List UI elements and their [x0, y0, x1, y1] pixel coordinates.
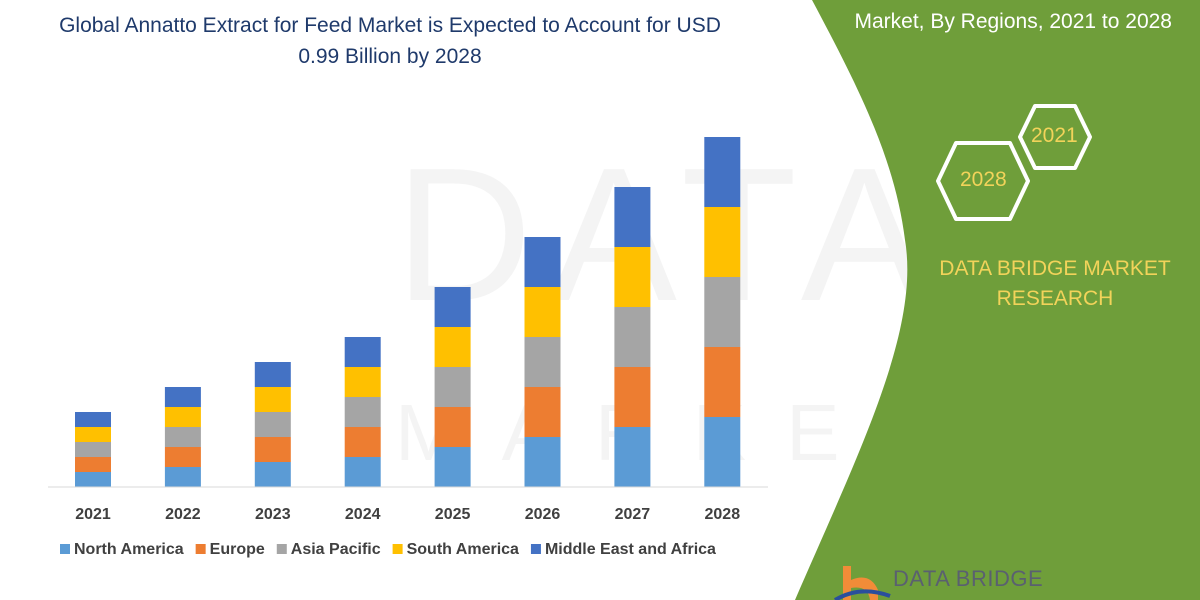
bar-segment-2023-south-america	[254, 387, 291, 412]
legend-swatch	[392, 544, 403, 554]
bar-segment-2022-middle-east-and-africa	[164, 387, 201, 407]
bar-segment-2028-middle-east-and-africa	[704, 137, 741, 207]
bar-segment-2028-asia-pacific	[704, 277, 741, 347]
bar-segment-2023-north-america	[254, 462, 291, 487]
x-tick-label: 2028	[705, 506, 741, 523]
legend-label: South America	[407, 541, 519, 558]
bar-segment-2028-europe	[704, 347, 741, 417]
x-tick-label: 2022	[165, 506, 201, 523]
bar-segment-2021-asia-pacific	[75, 442, 111, 457]
legend-swatch	[276, 544, 287, 554]
bar-segment-2025-north-america	[434, 447, 471, 487]
bar-segment-2021-south-america	[75, 427, 111, 442]
green-panel	[795, 0, 1200, 600]
x-tick-label: 2024	[345, 506, 381, 523]
x-tick-label: 2025	[435, 506, 471, 523]
bar-segment-2025-europe	[434, 407, 471, 447]
x-tick-label: 2021	[75, 506, 111, 523]
x-tick-label: 2023	[255, 506, 291, 523]
legend-label: North America	[74, 541, 184, 558]
bar-segment-2025-south-america	[434, 327, 471, 367]
bar-segment-2024-south-america	[344, 367, 381, 397]
logo-text: DATA BRIDGE	[893, 566, 1044, 591]
legend-label: Asia Pacific	[291, 541, 381, 558]
bar-segment-2024-middle-east-and-africa	[344, 337, 381, 367]
bar-segment-2026-europe	[524, 387, 561, 437]
bar-segment-2021-middle-east-and-africa	[75, 412, 111, 427]
bar-segment-2023-middle-east-and-africa	[254, 362, 291, 387]
logo-icon	[833, 566, 891, 600]
bar-segment-2022-europe	[164, 447, 201, 467]
bar-segment-2023-europe	[254, 437, 291, 462]
chart-area: 2021 2022 2023 2024 2025 2026 2027 2028 North Am…	[48, 137, 768, 558]
bar-segment-2022-south-america	[164, 407, 201, 427]
legend-swatch	[530, 544, 541, 554]
bar-segment-2026-south-america	[524, 287, 561, 337]
bar-segment-2027-europe	[614, 367, 651, 427]
panel-subtitle: Market, By Regions, 2021 to 2028	[854, 10, 1172, 33]
chart-title: Global Annatto Extract for Feed Market i…	[59, 14, 721, 68]
hex-2028-icon	[936, 141, 1030, 221]
bar-segment-2026-middle-east-and-africa	[524, 237, 561, 287]
bar-segment-2027-south-america	[614, 247, 651, 307]
bar-segment-2022-asia-pacific	[164, 427, 201, 447]
bar-segment-2024-north-america	[344, 457, 381, 487]
bar-segment-2028-north-america	[704, 417, 741, 487]
legend-swatch	[195, 544, 206, 554]
bar-segment-2023-asia-pacific	[254, 412, 291, 437]
brand-name: DATA BRIDGE MARKET RESEARCH	[939, 257, 1171, 310]
bar-segment-2027-asia-pacific	[614, 307, 651, 367]
bar-segment-2021-north-america	[75, 472, 111, 487]
bar-segment-2025-middle-east-and-africa	[434, 287, 471, 327]
legend-label: Europe	[210, 541, 265, 558]
x-tick-label: 2027	[615, 506, 651, 523]
bar-segment-2021-europe	[75, 457, 111, 472]
bar-segment-2024-europe	[344, 427, 381, 457]
bar-segment-2026-north-america	[524, 437, 561, 487]
hex-2021-icon	[1018, 104, 1092, 170]
bar-segment-2022-north-america	[164, 467, 201, 487]
bar-segment-2025-asia-pacific	[434, 367, 471, 407]
bar-segment-2028-south-america	[704, 207, 741, 277]
hex-year-2021: 2021	[1031, 124, 1078, 147]
hex-year-2028: 2028	[960, 168, 1007, 191]
x-tick-label: 2026	[525, 506, 561, 523]
bar-segment-2027-middle-east-and-africa	[614, 187, 651, 247]
legend-label: Middle East and Africa	[545, 541, 716, 558]
bar-segment-2027-north-america	[614, 427, 651, 487]
bar-segment-2026-asia-pacific	[524, 337, 561, 387]
bar-segment-2024-asia-pacific	[344, 397, 381, 427]
legend-swatch	[60, 544, 70, 554]
